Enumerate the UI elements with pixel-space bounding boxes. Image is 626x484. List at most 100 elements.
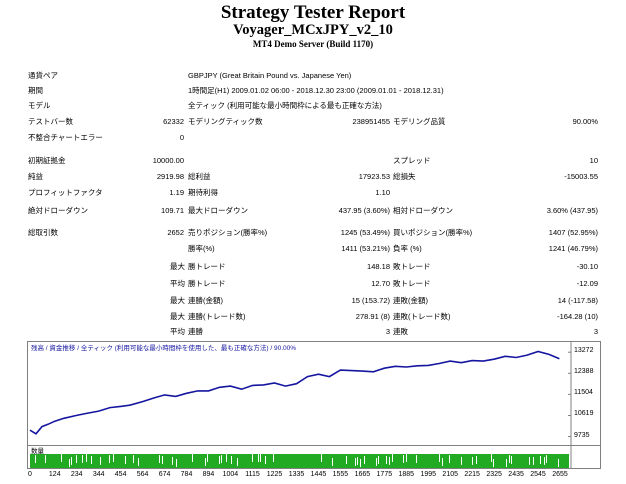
avg-loss-value: -12.09	[576, 279, 598, 288]
volume-gap	[109, 455, 110, 463]
volume-gap	[321, 454, 322, 462]
symbol-label: 通貨ペア	[28, 71, 58, 80]
x-tick-label: 1004	[222, 471, 239, 478]
period-value: 1時間足(H1) 2009.01.02 06:00 - 2018.12.30 2…	[188, 86, 444, 95]
x-tick-label: 1225	[266, 471, 283, 478]
volume-gap	[472, 457, 473, 465]
cons-loss-value: -164.28 (10)	[557, 312, 598, 321]
volume-gap	[360, 459, 361, 467]
server-name: MT4 Demo Server (Build 1170)	[252, 39, 374, 49]
volume-gap	[71, 457, 72, 465]
x-tick-label: 1885	[398, 471, 415, 478]
net-label: 純益	[28, 172, 43, 181]
volume-gap	[529, 457, 530, 465]
volume-chart: 数量	[27, 445, 601, 469]
volume-gap	[231, 456, 232, 464]
volume-gap	[205, 458, 206, 466]
gross-loss-value: -15003.55	[564, 172, 598, 181]
quality-label: モデリング品質	[393, 117, 446, 126]
rel-dd-label: 相対ドローダウン	[393, 206, 453, 215]
x-tick-label: 1775	[376, 471, 393, 478]
short-label: 売りポジション(勝率%)	[188, 228, 268, 237]
volume-gap	[125, 456, 126, 464]
cons-profit-label: 連勝(トレード数)	[188, 312, 246, 321]
volume-gap	[558, 459, 559, 467]
spread-value: 10	[589, 156, 598, 165]
largest-loss-value: -30.10	[576, 262, 598, 271]
volume-gap	[403, 455, 404, 463]
max-prefix: 最大	[170, 312, 185, 321]
x-tick-label: 894	[202, 471, 215, 478]
volume-gap	[113, 454, 114, 462]
volume-gap	[260, 454, 261, 462]
volume-gap	[449, 455, 450, 463]
short-value: 1245 (53.49%)	[340, 228, 390, 237]
report-title: Strategy Tester Report	[220, 2, 406, 23]
avg-cons-losses-value: 3	[593, 327, 598, 336]
long-label: 買いポジション(勝率%)	[393, 228, 473, 237]
avg-cons-wins-label: 連勝	[188, 327, 203, 336]
y-tick-label: 9735	[574, 431, 590, 439]
volume-gap	[416, 455, 417, 463]
x-tick-label: 344	[92, 471, 105, 478]
y-tick-label: 10619	[574, 410, 594, 418]
avg-loss-label: 敗トレード	[393, 279, 431, 288]
volume-gap	[76, 455, 77, 463]
volume-gap	[376, 458, 377, 466]
volume-gap	[378, 456, 379, 464]
volume-gap	[159, 455, 160, 463]
x-tick-label: 1555	[332, 471, 349, 478]
loss-rate-value: 1241 (46.79%)	[548, 244, 598, 253]
x-tick-label: 2325	[486, 471, 502, 478]
errors-label: 不整合チャートエラー	[28, 133, 103, 142]
x-tick-label: 674	[158, 471, 171, 478]
volume-gap	[476, 456, 477, 464]
x-tick-label: 454	[114, 471, 127, 478]
volume-gap	[138, 458, 139, 466]
x-tick-label: 2655	[552, 471, 568, 478]
x-tick-label: 0	[28, 471, 32, 478]
volume-gap	[546, 455, 547, 463]
volume-gap	[172, 457, 173, 465]
x-tick-label: 234	[70, 471, 83, 478]
avg-cons-losses-label: 連敗	[393, 327, 408, 336]
cons-profit-value: 278.91 (8)	[355, 312, 390, 321]
avg-cons-wins-value: 3	[385, 327, 390, 336]
largest-win-value: 148.18	[367, 262, 390, 271]
gross-profit-label: 総利益	[188, 172, 211, 181]
volume-gap	[406, 454, 407, 462]
volume-gap	[237, 458, 238, 466]
largest-loss-label: 敗トレード	[393, 262, 431, 271]
avg-prefix: 平均	[170, 327, 185, 336]
volume-gap	[258, 454, 259, 462]
x-tick-label: 564	[136, 471, 149, 478]
balance-line	[29, 350, 560, 435]
volume-gap	[192, 454, 193, 462]
net-value: 2919.98	[156, 172, 184, 181]
volume-chart-svg	[30, 446, 572, 468]
bars-label: テストバー数	[28, 117, 73, 126]
long-value: 1407 (52.95%)	[548, 228, 598, 237]
volume-gap	[533, 457, 534, 465]
volume-gap	[252, 454, 253, 462]
volume-gap	[226, 454, 227, 462]
volume-gap	[506, 459, 507, 467]
bars-value: 62332	[163, 117, 184, 126]
max-dd-value: 437.95 (3.60%)	[338, 206, 390, 215]
x-tick-label: 2215	[464, 471, 480, 478]
x-tick-label: 1995	[420, 471, 437, 478]
volume-gap	[219, 456, 220, 464]
avg-prefix: 平均	[170, 279, 185, 288]
max-prefix: 最大	[170, 296, 185, 305]
chart-legend: 残高 / 資金推移 / 全ティック (利用可能な最小時間枠を使用した、最も正確な…	[31, 345, 297, 352]
volume-gap	[332, 458, 333, 466]
x-tick-label: 124	[48, 471, 61, 478]
volume-gap	[45, 455, 46, 463]
deposit-label: 初期証拠金	[28, 156, 66, 165]
volume-gap	[355, 458, 356, 466]
volume-gap	[389, 457, 390, 465]
model-value: 全ティック (利用可能な最小時間枠による最も正確な方法)	[188, 101, 382, 110]
volume-gap	[509, 455, 510, 463]
ticks-value: 238951455	[352, 117, 390, 126]
ticks-label: モデリングティック数	[188, 117, 263, 126]
